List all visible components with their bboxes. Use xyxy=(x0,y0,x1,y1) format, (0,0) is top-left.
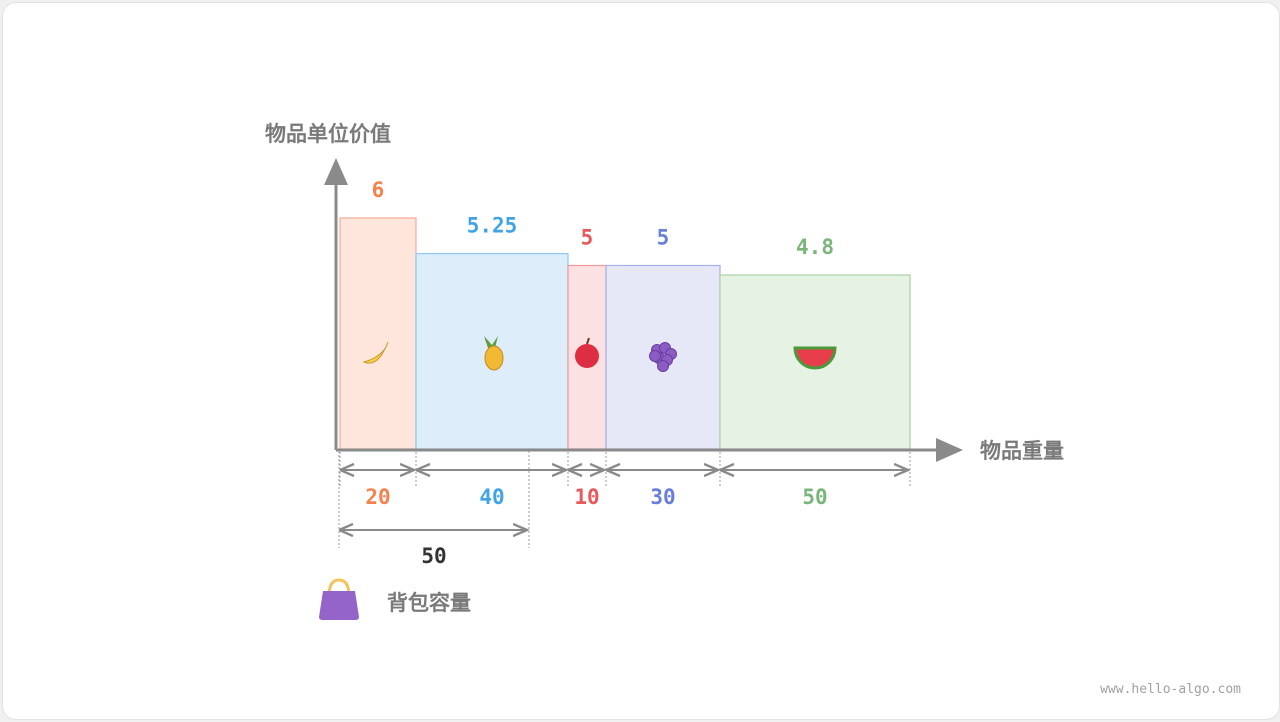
item-bar xyxy=(339,217,417,450)
pineapple-icon xyxy=(484,336,504,371)
watermark: www.hello-algo.com xyxy=(1100,682,1241,697)
x-axis-label: 物品重量 xyxy=(980,439,1064,463)
banana-icon xyxy=(362,341,389,364)
item-bar-group: 5 xyxy=(567,226,607,450)
handbag-icon xyxy=(319,578,359,620)
item-bar-group: 6 xyxy=(339,178,417,450)
item-bar-group: 5.25 xyxy=(415,214,569,450)
weight-label: 10 xyxy=(574,485,599,509)
weight-label: 50 xyxy=(802,485,827,509)
unit-value-label: 4.8 xyxy=(796,235,834,259)
capacity-label: 背包容量 xyxy=(387,591,471,615)
weight-label: 20 xyxy=(365,485,390,509)
weight-label: 40 xyxy=(479,485,504,509)
capacity-value: 50 xyxy=(421,544,446,568)
weight-label: 30 xyxy=(650,485,675,509)
item-bar-group: 5 xyxy=(605,226,721,450)
grapes-icon xyxy=(649,342,677,372)
y-axis-label: 物品单位价值 xyxy=(265,122,391,146)
item-bar-group: 4.8 xyxy=(719,235,911,450)
unit-value-label: 5 xyxy=(657,226,670,250)
knapsack-diagram: 6 5.25 5 5 4.8 物品单位价值 物品重量 20 40 10 30 50 50 背包容… xyxy=(265,122,1064,620)
unit-value-label: 5 xyxy=(581,226,594,250)
unit-value-label: 6 xyxy=(372,178,385,202)
watermelon-icon xyxy=(793,346,837,370)
apple-icon xyxy=(575,337,599,368)
item-bar xyxy=(415,253,569,450)
unit-value-label: 5.25 xyxy=(467,214,518,238)
